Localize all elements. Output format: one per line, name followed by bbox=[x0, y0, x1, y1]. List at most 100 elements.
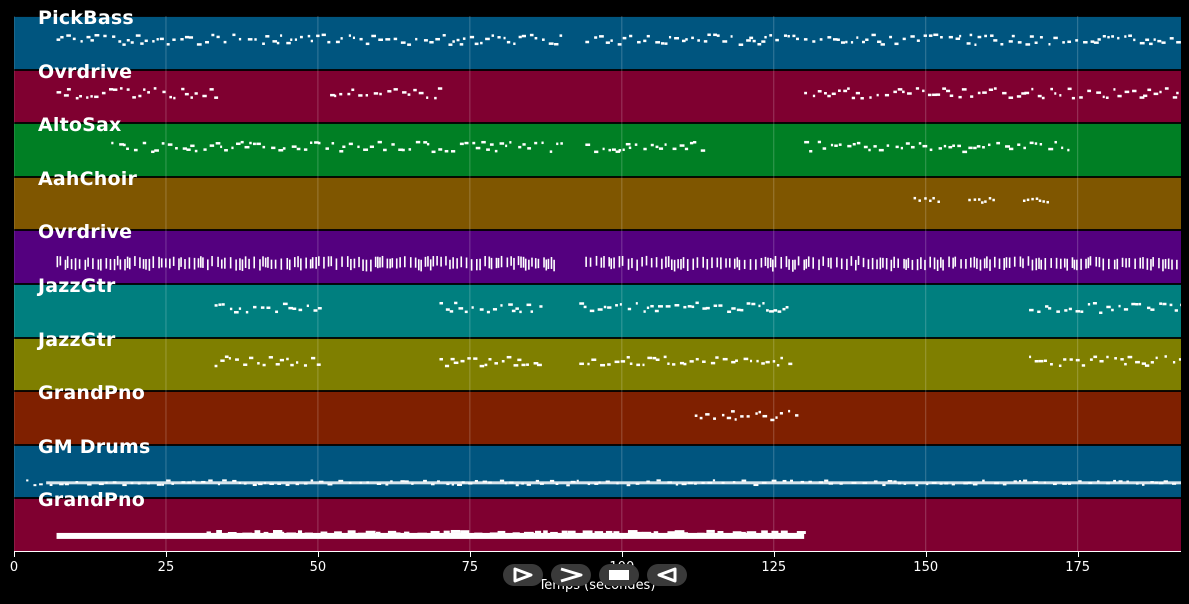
note bbox=[981, 201, 984, 204]
note bbox=[767, 257, 769, 269]
note bbox=[1078, 480, 1082, 483]
note bbox=[297, 530, 303, 534]
note bbox=[545, 259, 548, 271]
fast-forward-button[interactable] bbox=[551, 564, 591, 586]
track-notes bbox=[56, 33, 1181, 47]
note bbox=[1087, 257, 1090, 269]
note bbox=[924, 259, 926, 271]
note bbox=[232, 33, 236, 37]
note bbox=[695, 301, 699, 305]
note bbox=[893, 480, 897, 483]
note bbox=[534, 258, 537, 269]
note bbox=[257, 362, 260, 365]
track-notes bbox=[56, 529, 806, 539]
note bbox=[626, 484, 631, 487]
note bbox=[444, 364, 450, 368]
note bbox=[231, 146, 234, 150]
note bbox=[440, 256, 442, 267]
note bbox=[79, 94, 82, 98]
note bbox=[539, 482, 544, 485]
note bbox=[33, 484, 37, 487]
note bbox=[184, 259, 186, 270]
note bbox=[517, 256, 520, 266]
note bbox=[561, 530, 568, 534]
note bbox=[746, 531, 757, 535]
note bbox=[828, 482, 834, 485]
note bbox=[751, 302, 756, 306]
play-forward-icon bbox=[513, 567, 533, 583]
note bbox=[1106, 355, 1109, 359]
note bbox=[254, 530, 261, 534]
note bbox=[495, 257, 498, 269]
note bbox=[895, 145, 899, 149]
note bbox=[1048, 307, 1052, 310]
note bbox=[643, 39, 647, 43]
note bbox=[589, 309, 595, 313]
note bbox=[187, 481, 192, 484]
note bbox=[387, 530, 397, 534]
note bbox=[64, 259, 67, 270]
note bbox=[94, 34, 100, 37]
note bbox=[1131, 302, 1136, 306]
note bbox=[296, 147, 301, 151]
track-notes bbox=[26, 479, 1181, 487]
note bbox=[885, 258, 888, 270]
note bbox=[1153, 38, 1156, 41]
note bbox=[886, 144, 890, 147]
note bbox=[518, 35, 522, 39]
note bbox=[509, 141, 512, 144]
note bbox=[1106, 482, 1110, 485]
note bbox=[248, 356, 254, 360]
note bbox=[522, 143, 526, 146]
play-reverse-button[interactable] bbox=[647, 564, 687, 586]
note bbox=[697, 532, 705, 536]
play-forward-button[interactable] bbox=[503, 564, 543, 586]
note bbox=[594, 531, 604, 535]
note bbox=[227, 531, 237, 535]
note bbox=[746, 415, 750, 418]
note bbox=[1150, 361, 1154, 364]
note bbox=[1139, 96, 1145, 99]
note bbox=[570, 480, 576, 483]
note bbox=[824, 479, 829, 482]
note bbox=[706, 259, 709, 270]
note bbox=[855, 91, 860, 95]
note bbox=[188, 36, 194, 39]
note bbox=[978, 198, 981, 201]
note bbox=[812, 94, 816, 98]
note bbox=[635, 302, 638, 305]
note bbox=[450, 357, 455, 361]
note bbox=[1097, 38, 1101, 41]
note bbox=[1124, 362, 1127, 366]
note bbox=[986, 256, 988, 269]
note bbox=[330, 256, 333, 267]
note bbox=[694, 482, 697, 485]
note bbox=[134, 256, 136, 267]
note bbox=[395, 258, 398, 269]
note bbox=[982, 479, 985, 482]
note bbox=[740, 308, 744, 312]
note bbox=[920, 257, 922, 269]
note bbox=[508, 303, 513, 306]
note bbox=[761, 530, 768, 534]
note bbox=[667, 256, 670, 268]
note-bar bbox=[56, 532, 805, 539]
note bbox=[758, 410, 761, 414]
note bbox=[1035, 258, 1038, 271]
note bbox=[949, 94, 954, 97]
note bbox=[597, 308, 603, 311]
note bbox=[87, 483, 92, 486]
note bbox=[913, 196, 917, 200]
note bbox=[220, 359, 225, 362]
note bbox=[286, 257, 289, 270]
stop-button[interactable] bbox=[599, 564, 639, 586]
note bbox=[1102, 95, 1105, 99]
note bbox=[856, 36, 859, 39]
note bbox=[1159, 302, 1163, 305]
note bbox=[137, 482, 141, 485]
note bbox=[245, 310, 249, 314]
note bbox=[434, 96, 437, 100]
note bbox=[1154, 481, 1159, 484]
note bbox=[1133, 38, 1136, 42]
note bbox=[464, 141, 469, 145]
